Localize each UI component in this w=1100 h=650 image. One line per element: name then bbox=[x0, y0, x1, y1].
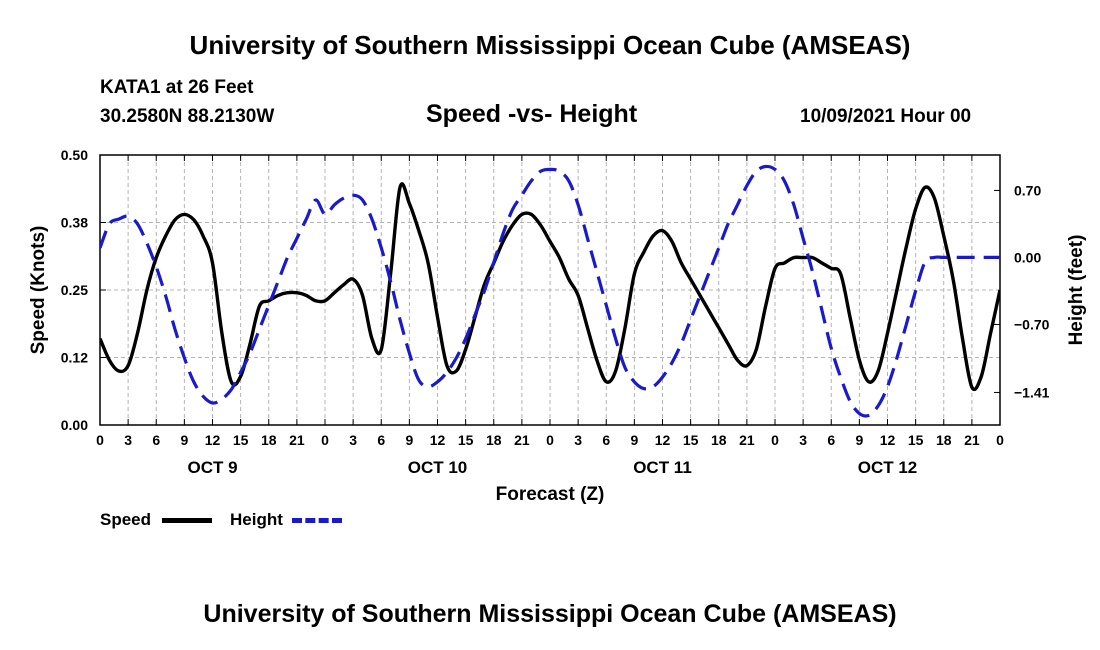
legend-speed-label: Speed bbox=[100, 510, 152, 529]
series-line-height bbox=[100, 164, 1000, 418]
x-tick-label: 9 bbox=[180, 432, 188, 448]
chart-title: Speed -vs- Height bbox=[426, 100, 638, 128]
x-tick-label: 21 bbox=[739, 432, 755, 448]
x-tick-label: 3 bbox=[349, 432, 357, 448]
x-tick-label: 3 bbox=[574, 432, 582, 448]
y-tick-label: 0.00 bbox=[61, 417, 88, 433]
y2-axis-title: Height (feet) bbox=[1066, 235, 1087, 346]
page-title: University of Southern Mississippi Ocean… bbox=[189, 30, 911, 60]
coordinates-label: 30.2580N 88.2130W bbox=[100, 106, 275, 127]
legend-speed-swatch bbox=[162, 518, 212, 523]
x-tick-label: 6 bbox=[827, 432, 835, 448]
x-tick-label: 6 bbox=[377, 432, 385, 448]
x-tick-label: 12 bbox=[205, 432, 221, 448]
x-tick-label: 15 bbox=[683, 432, 699, 448]
x-tick-label: 6 bbox=[602, 432, 610, 448]
y-tick-label: 0.12 bbox=[61, 350, 88, 366]
x-tick-label: 18 bbox=[486, 432, 502, 448]
series-line-speed bbox=[100, 182, 1000, 392]
x-tick-label: 0 bbox=[321, 432, 329, 448]
y-axis-title: Speed (Knots) bbox=[28, 226, 49, 355]
day-label: OCT 11 bbox=[633, 458, 692, 477]
x-tick-label: 6 bbox=[152, 432, 160, 448]
x-axis-title: Forecast (Z) bbox=[496, 484, 605, 505]
x-tick-label: 0 bbox=[546, 432, 554, 448]
y-tick-label: 0.25 bbox=[61, 282, 88, 298]
y2-tick-label: −0.70 bbox=[1014, 316, 1050, 332]
x-tick-label: 0 bbox=[996, 432, 1004, 448]
y-tick-label: 0.50 bbox=[61, 147, 88, 163]
y2-tick-label: 0.00 bbox=[1014, 249, 1041, 265]
x-tick-label: 15 bbox=[908, 432, 924, 448]
y2-tick-label: −1.41 bbox=[1014, 384, 1050, 400]
day-label: OCT 12 bbox=[858, 458, 918, 477]
station-label: KATA1 at 26 Feet bbox=[100, 77, 254, 98]
x-tick-label: 21 bbox=[964, 432, 980, 448]
x-tick-label: 9 bbox=[630, 432, 638, 448]
x-tick-label: 9 bbox=[405, 432, 413, 448]
x-tick-label: 21 bbox=[289, 432, 305, 448]
x-tick-label: 0 bbox=[96, 432, 104, 448]
x-tick-label: 3 bbox=[799, 432, 807, 448]
x-tick-label: 3 bbox=[124, 432, 132, 448]
footer-title: University of Southern Mississippi Ocean… bbox=[203, 600, 897, 628]
legend-height-swatch bbox=[292, 518, 342, 523]
y2-tick-label: 0.70 bbox=[1014, 182, 1041, 198]
x-tick-label: 18 bbox=[936, 432, 952, 448]
x-tick-label: 15 bbox=[233, 432, 249, 448]
x-tick-label: 18 bbox=[711, 432, 727, 448]
x-tick-label: 0 bbox=[771, 432, 779, 448]
x-tick-label: 15 bbox=[458, 432, 474, 448]
x-tick-label: 12 bbox=[880, 432, 896, 448]
y-tick-label: 0.38 bbox=[61, 215, 88, 231]
chart-area: 0 3 6 9 12 15 18 21 0 3 6 9 12 15 18 21 0 3 6 9 12 15 18 21 0 3 6 9… bbox=[28, 147, 1087, 505]
x-tick-label: 9 bbox=[855, 432, 863, 448]
legend-height-label: Height bbox=[230, 510, 283, 529]
day-label: OCT 10 bbox=[408, 458, 468, 477]
x-tick-label: 18 bbox=[261, 432, 277, 448]
x-tick-label: 12 bbox=[430, 432, 446, 448]
datetime-label: 10/09/2021 Hour 00 bbox=[800, 106, 972, 127]
x-tick-label: 12 bbox=[655, 432, 671, 448]
day-label: OCT 9 bbox=[187, 458, 237, 477]
x-tick-label: 21 bbox=[514, 432, 530, 448]
